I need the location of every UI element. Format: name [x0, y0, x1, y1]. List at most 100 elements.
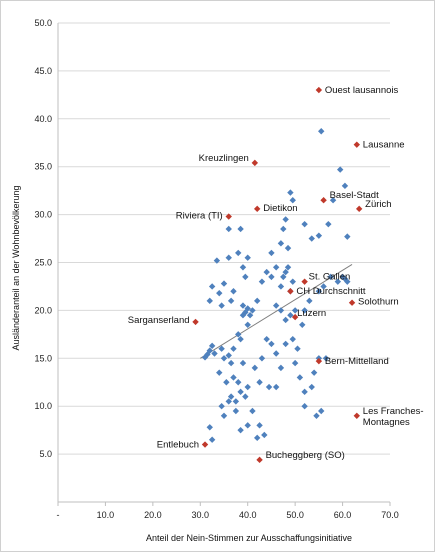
data-point	[308, 383, 315, 391]
x-tick-label: 50.0	[286, 510, 304, 520]
data-point	[244, 383, 251, 391]
data-point	[237, 225, 244, 233]
trendline	[200, 263, 353, 359]
y-tick-label: 30.0	[34, 210, 52, 220]
data-point	[258, 278, 266, 285]
data-point	[322, 355, 330, 362]
data-point	[344, 278, 351, 285]
y-tick-label: 15.0	[34, 353, 52, 363]
y-tick-label: 20.0	[34, 305, 52, 315]
data-point	[287, 189, 294, 196]
data-point	[208, 436, 216, 443]
highlighted-point	[353, 141, 360, 148]
x-axis-title: Anteil der Nein-Stimmen zur Ausschaffung…	[146, 533, 352, 543]
highlighted-point	[320, 197, 327, 204]
data-point	[218, 403, 225, 410]
trendline-layer	[200, 263, 353, 359]
data-point	[282, 340, 289, 348]
x-tick-label: 70.0	[381, 510, 399, 520]
data-point	[206, 297, 213, 305]
data-point	[208, 342, 216, 350]
data-point	[225, 225, 232, 233]
x-tick-label: 30.0	[192, 510, 210, 520]
data-point	[218, 302, 225, 309]
highlight-layer: Ouest lausannois Lausanne Kreuzlingen Basel…	[128, 85, 424, 464]
x-tick-label: 60.0	[334, 510, 352, 520]
data-point	[265, 383, 273, 391]
data-point	[320, 283, 327, 290]
data-point	[282, 216, 289, 223]
data-point	[272, 383, 280, 391]
data-point	[282, 268, 289, 276]
y-tick-label: 45.0	[34, 66, 52, 76]
data-point	[218, 345, 225, 352]
x-tick-label: 40.0	[239, 510, 257, 520]
point-label: Zürich	[365, 199, 391, 210]
highlighted-point	[315, 86, 323, 94]
data-point	[291, 359, 299, 367]
data-point	[232, 398, 240, 405]
data-point	[277, 364, 285, 372]
y-tick-label: 50.0	[34, 18, 52, 28]
point-label: Sarganserland	[128, 315, 190, 326]
y-tick-label: 40.0	[34, 114, 52, 124]
data-point	[206, 347, 213, 354]
data-point	[280, 273, 287, 281]
point-label: Riviera (TI)	[176, 211, 223, 222]
data-point	[310, 369, 318, 376]
data-point	[315, 232, 323, 239]
data-point	[272, 264, 280, 271]
highlighted-point	[225, 213, 232, 220]
data-point	[239, 264, 247, 271]
data-point	[244, 254, 251, 261]
data-point	[337, 166, 344, 173]
data-point	[235, 249, 242, 257]
axis-layer: 5.0 10.0 15.0 20.0 25.0 30.0 35.0 40.0 45.0 50.0 -…	[34, 18, 398, 520]
y-tick-label: 35.0	[34, 162, 52, 172]
data-point	[268, 249, 275, 257]
highlighted-point	[256, 456, 263, 464]
data-point	[263, 335, 270, 343]
data-point	[318, 407, 325, 415]
highlighted-point	[287, 288, 294, 295]
data-point	[242, 273, 249, 281]
data-point	[289, 197, 296, 204]
highlighted-point	[251, 159, 259, 167]
data-point	[306, 297, 313, 305]
points-layer	[201, 128, 351, 443]
data-point	[232, 407, 240, 415]
data-point	[301, 388, 308, 396]
data-point	[284, 264, 292, 271]
point-label: Luzern	[297, 308, 326, 319]
data-point	[227, 393, 235, 400]
data-point	[230, 374, 237, 381]
data-point	[244, 321, 251, 328]
data-point	[268, 273, 275, 281]
data-point	[223, 379, 230, 386]
point-label: Les Franches-Montagnes	[363, 406, 424, 428]
point-label: Basel-Stadt	[330, 190, 379, 201]
point-label: Bucheggberg (SO)	[266, 450, 345, 461]
y-tick-label: 10.0	[34, 401, 52, 411]
highlighted-point	[291, 313, 299, 321]
point-label: Bern-Mittelland	[325, 356, 389, 367]
data-point	[263, 268, 270, 276]
data-point	[237, 426, 244, 434]
highlighted-point	[254, 205, 261, 213]
data-point	[256, 422, 263, 429]
data-point	[225, 398, 232, 405]
point-label: Lausanne	[363, 140, 405, 151]
data-point	[280, 225, 287, 233]
grid-layer	[58, 22, 390, 455]
highlighted-point	[201, 441, 209, 448]
highlighted-point	[315, 357, 323, 365]
data-point	[216, 369, 223, 376]
data-point	[227, 297, 235, 305]
data-point	[277, 240, 285, 247]
point-label: Ouest lausannois	[325, 85, 399, 96]
highlighted-point	[353, 412, 360, 419]
y-tick-label: 5.0	[39, 449, 52, 459]
